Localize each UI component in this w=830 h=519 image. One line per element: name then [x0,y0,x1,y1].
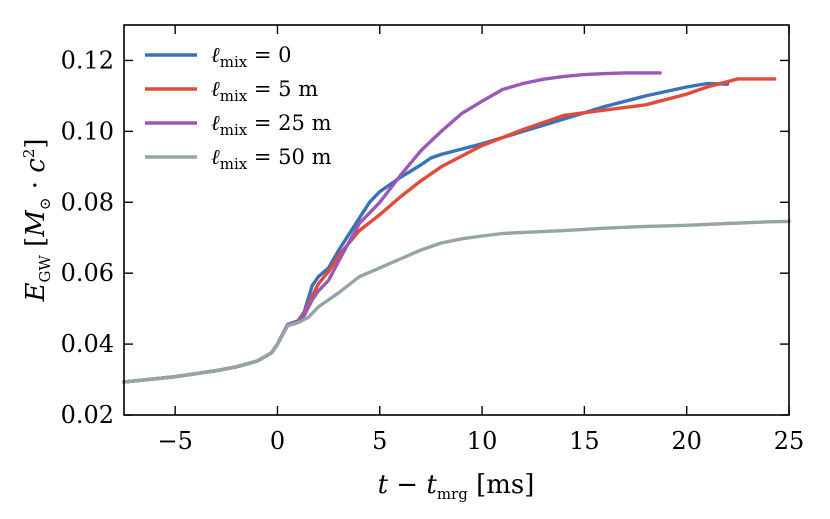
y-tick-label: 0.10 [61,117,114,145]
legend-label-1: ℓmix = 5 m [211,77,318,105]
tick-layer: −5 0 5 10 15 20 25 0.02 0.04 0.06 0.08 0.10 0.12 [61,25,805,455]
x-tick-label: 20 [671,427,702,455]
y-tick-label: 0.12 [61,46,114,74]
plot-area: −5 0 5 10 15 20 25 0.02 0.04 0.06 0.08 0.10 0.12 [61,24,805,455]
axes-frame [123,24,790,416]
y-tick-label: 0.08 [61,188,114,216]
y-axis-label: EGW [M⊙ · c2] [20,138,54,302]
y-tick-label: 0.06 [61,259,114,287]
x-tick-label: 25 [774,427,805,455]
legend-label-0: ℓmix = 0 [211,43,292,71]
x-tick-label: 5 [372,427,387,455]
series-line-2 [122,71,662,384]
legend-label-2: ℓmix = 25 m [211,111,332,139]
legend: ℓmix = 0 ℓmix = 5 m ℓmix = 25 m ℓmix = 50 m [145,43,332,173]
x-tick-label: 0 [270,427,285,455]
y-tick-label: 0.04 [61,330,114,358]
x-tick-label: 15 [569,427,600,455]
x-axis-label: t − tmrg [ms] [378,470,535,503]
series-line-3 [122,219,791,384]
series-layer [122,71,791,384]
x-tick-label: 10 [467,427,498,455]
x-tick-label: −5 [157,427,192,455]
y-tick-label: 0.02 [61,401,114,429]
legend-label-3: ℓmix = 50 m [211,145,332,173]
